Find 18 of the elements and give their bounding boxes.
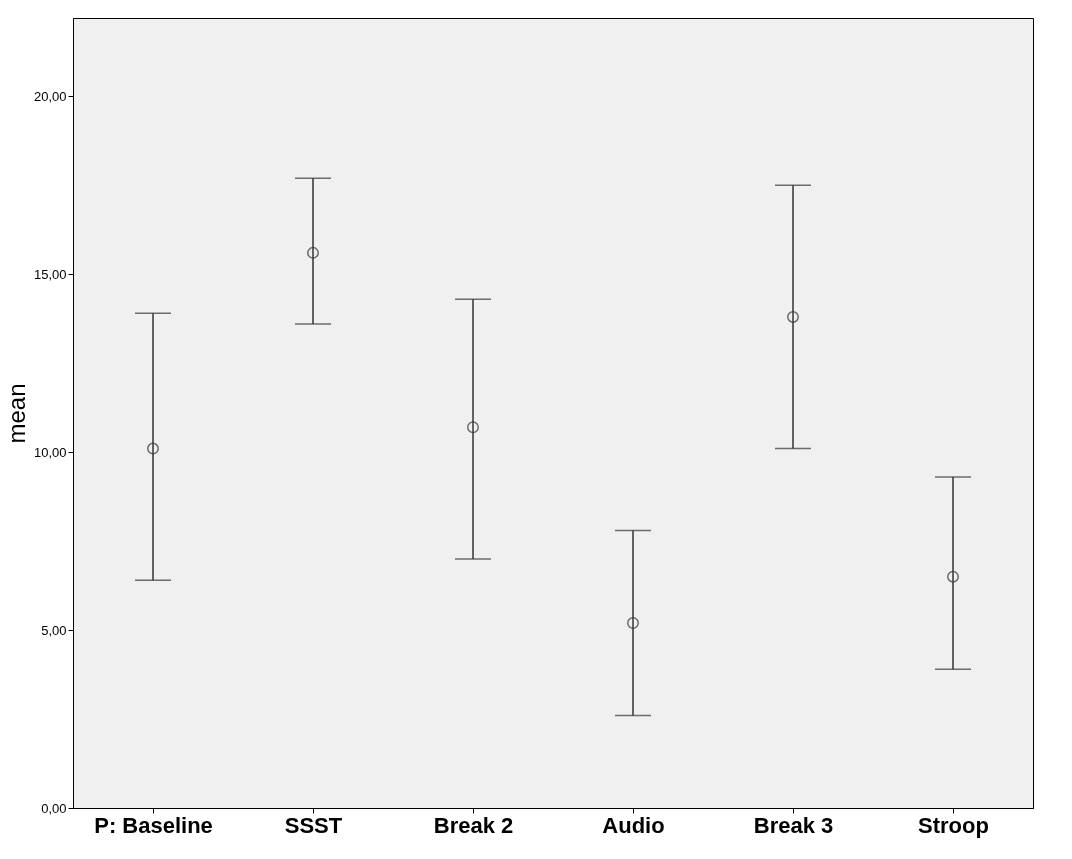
y-axis-title: mean [2,383,30,444]
y-tick-label: 15,00 [33,266,67,282]
point [787,310,799,323]
point [467,421,479,434]
point [627,616,639,629]
y-tick-label: 20,00 [33,88,67,104]
x-tick-label: Break 2 [433,812,514,838]
y-tick-label: 10,00 [33,444,67,460]
y-tick-label: 0,00 [41,800,67,816]
x-tick-label: Audio [602,812,665,838]
x-tick-label: Break 3 [753,812,834,838]
y-tick-label: 5,00 [41,622,67,638]
x-tick-label: SSST [284,812,343,838]
x-tick-label: P: Baseline [94,812,213,838]
point [947,570,959,583]
point [147,442,159,455]
x-tick-label: Stroop [918,812,989,838]
point [307,246,319,259]
